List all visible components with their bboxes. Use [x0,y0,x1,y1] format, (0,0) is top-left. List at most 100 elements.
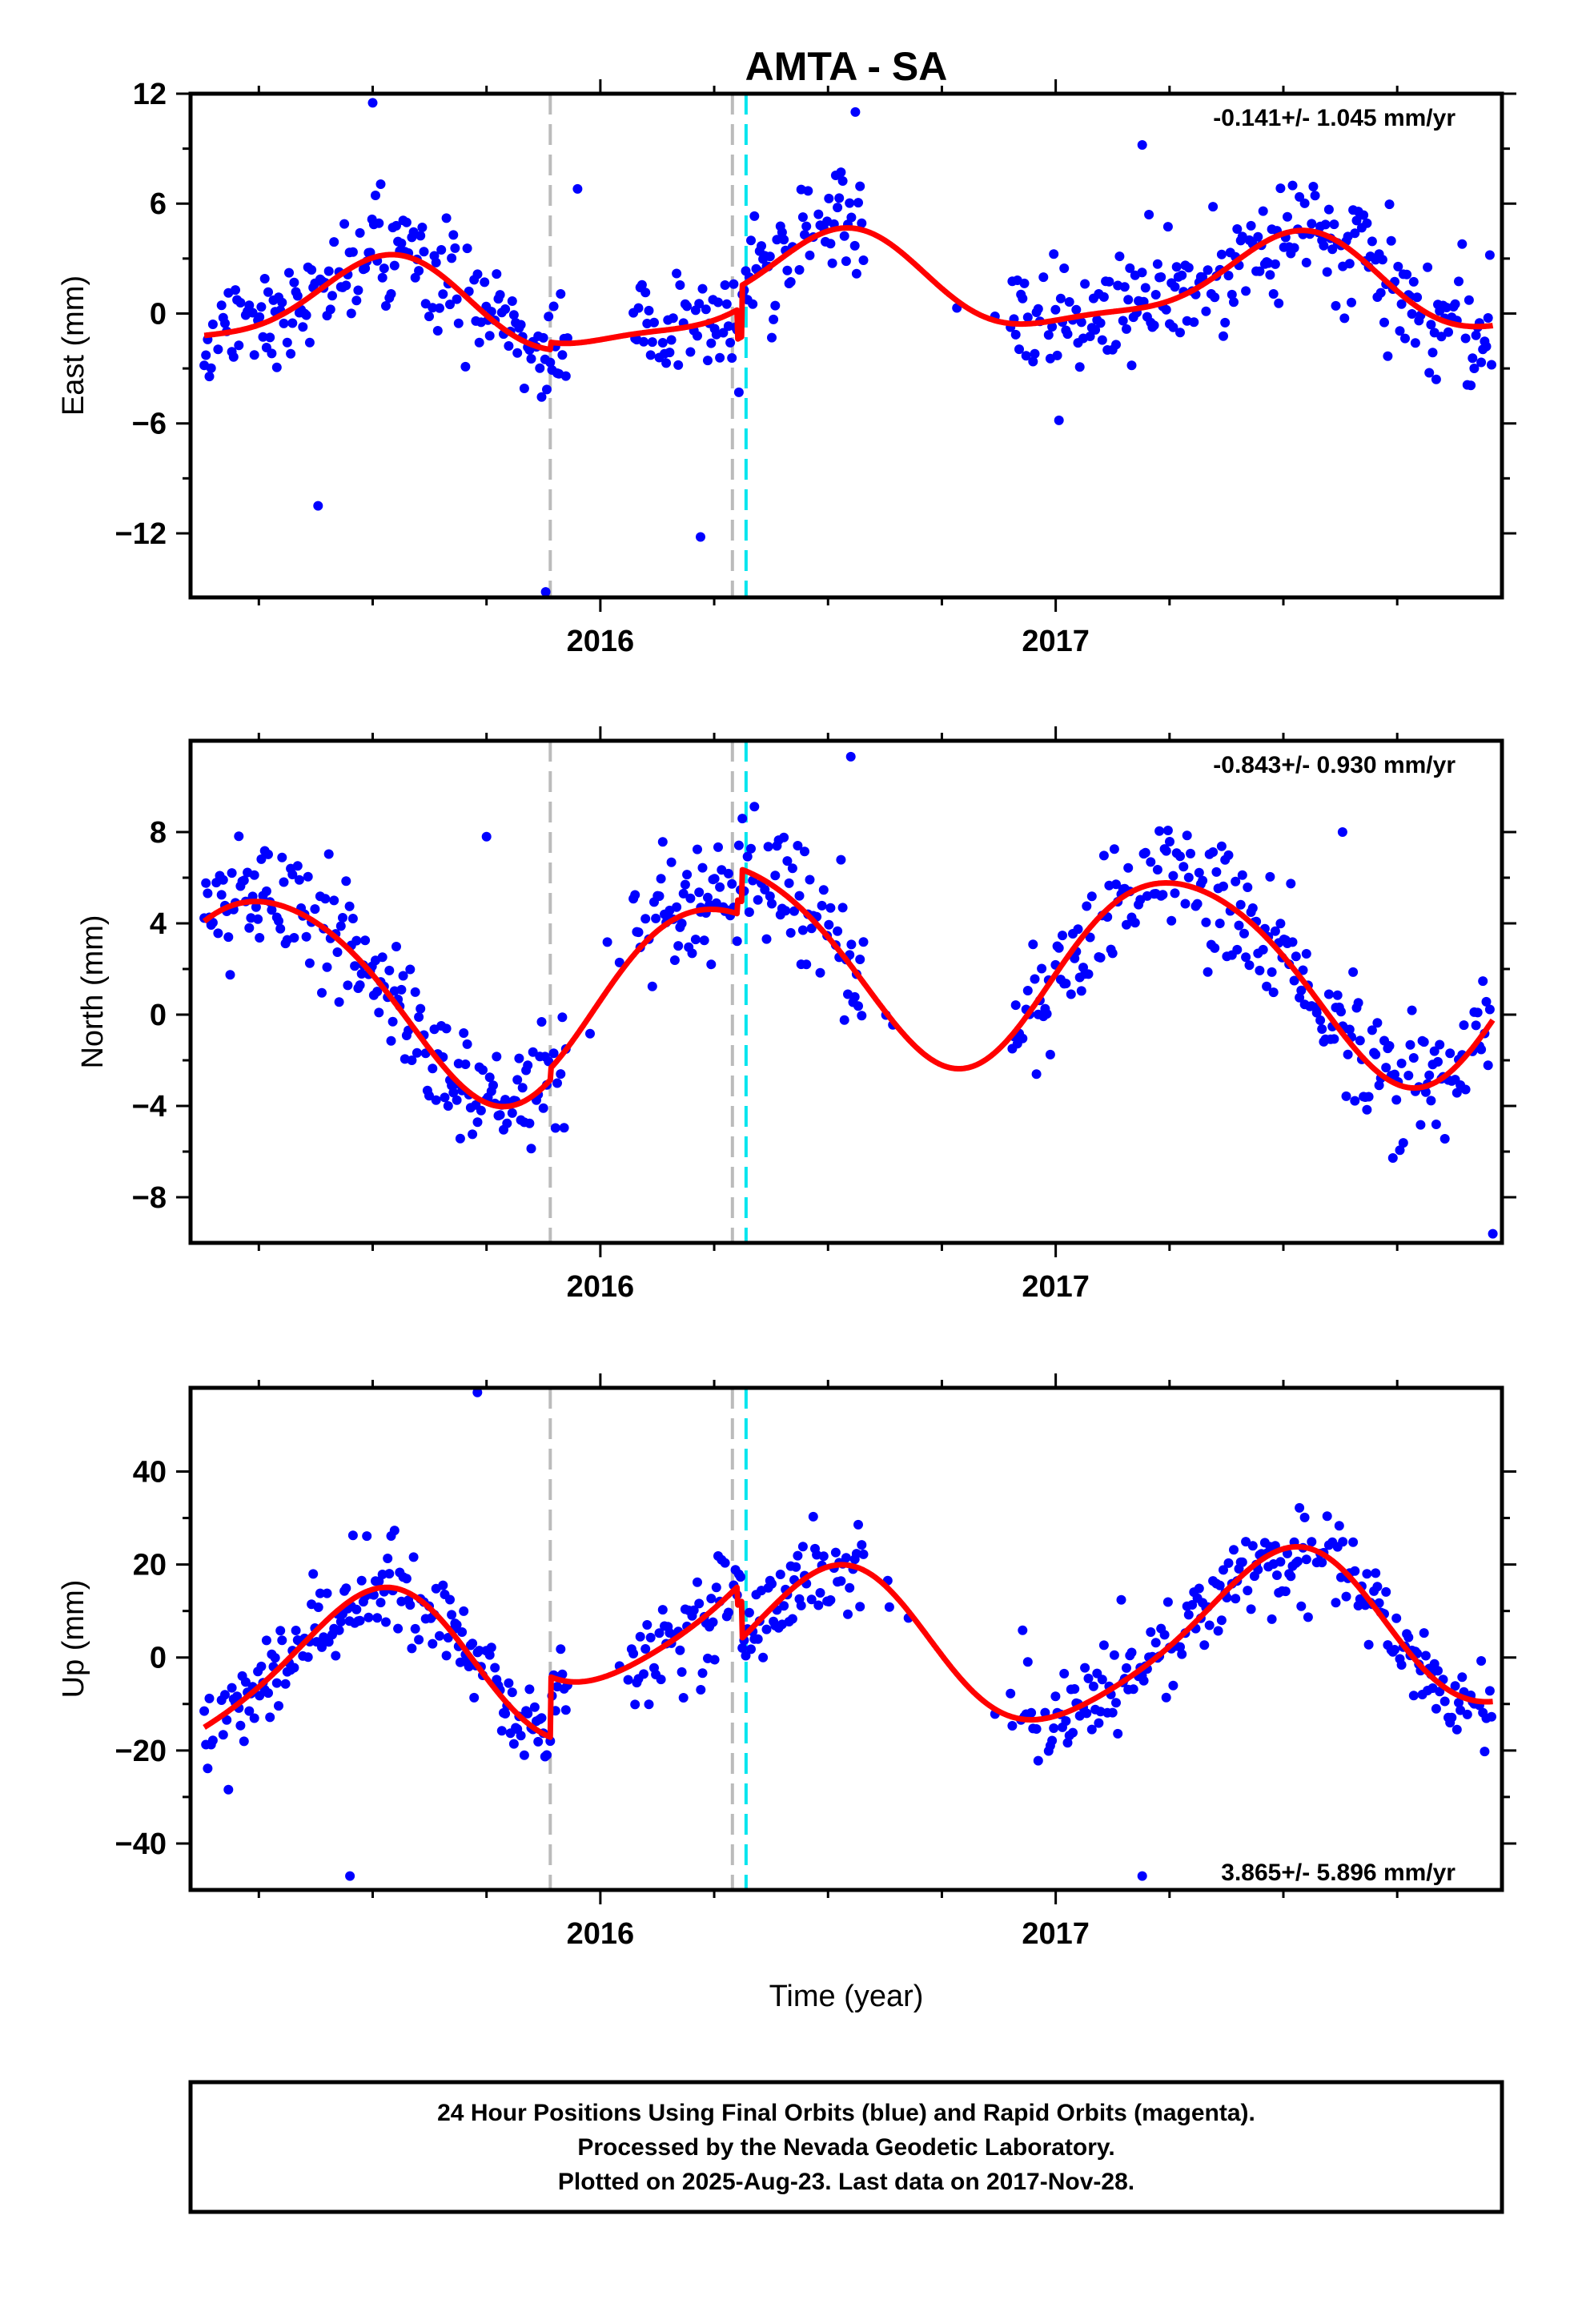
data-point [1384,1041,1395,1051]
data-point [697,862,708,873]
data-point [1235,899,1246,910]
data-point [1073,924,1083,935]
data-point [1319,240,1329,251]
data-point [746,843,756,854]
data-point [355,227,365,238]
data-point [1208,847,1219,857]
data-points-east [199,98,1496,597]
data-point [523,1708,533,1719]
data-point [1140,847,1150,858]
data-point [1049,249,1059,259]
data-point [468,1129,478,1140]
data-point [350,961,360,971]
data-point [529,1702,540,1712]
data-point [277,852,287,862]
data-point [1107,948,1118,959]
data-point [839,231,849,241]
data-point [502,1118,512,1128]
data-point [699,935,709,946]
y-axis-label: North (mm) [76,915,110,1068]
data-point [1331,1598,1341,1608]
data-point [770,870,781,881]
data-point [428,1063,438,1074]
data-point [1210,943,1220,953]
data-point [1161,1692,1171,1703]
data-point [1114,251,1125,262]
data-point [1050,1691,1061,1702]
data-point [339,219,350,229]
data-point [398,971,408,981]
data-point [1481,996,1492,1007]
data-point [216,300,227,311]
data-point [1353,998,1363,1008]
data-point [748,299,758,309]
data-point [791,1562,801,1572]
data-point [207,320,218,329]
data-point [1180,899,1191,909]
data-point [696,1685,706,1695]
data-point [1255,965,1265,975]
data-point [500,304,511,314]
data-point [263,1688,273,1699]
data-point [1275,183,1286,194]
data-point [1374,1598,1384,1608]
data-point [338,913,347,923]
data-point [1130,918,1140,928]
data-point [507,296,517,306]
data-point [1026,1707,1037,1718]
data-point [1175,851,1185,862]
data-point [1371,1049,1381,1059]
data-point [1419,1628,1429,1638]
data-point [1350,228,1360,239]
data-point [317,987,327,998]
data-point [303,871,313,882]
data-point [1426,320,1436,330]
data-point [1303,1612,1313,1622]
data-point [1484,250,1495,260]
data-point [341,1583,351,1594]
data-point [1187,1600,1198,1610]
data-point [362,1531,372,1542]
data-point [396,238,407,248]
data-point [767,1578,777,1589]
data-point [407,1055,417,1065]
data-point [855,181,865,191]
data-point [393,1623,404,1634]
data-point [744,1607,754,1618]
data-point [234,340,244,351]
data-point [474,1646,484,1656]
rate-annotation: -0.843+/- 0.930 mm/yr [1213,752,1456,778]
data-point [372,987,383,997]
data-point [1331,300,1341,311]
data-point [693,331,702,341]
data-point [512,1075,523,1085]
data-point [1170,282,1180,292]
data-point [1439,1134,1450,1144]
x-tick-label: 2016 [567,1270,635,1304]
data-point [484,331,495,341]
data-point [507,1687,517,1698]
data-point [855,955,865,964]
data-point [784,878,794,888]
data-point [478,1065,488,1076]
data-point [1054,943,1064,953]
data-point [240,1677,251,1687]
data-point [1405,1039,1415,1050]
data-point [265,1712,275,1723]
data-point [428,1638,438,1649]
data-point [1423,262,1433,272]
data-point [267,348,277,359]
data-point [1424,1070,1435,1080]
data-point [488,1080,498,1091]
data-point [1066,989,1076,999]
panel-up: 2016 2017 −40 −20 0 20 40 Up (mm) 3.865+/- 5.896… [57,1373,1516,1951]
y-tick-label: 6 [150,187,167,221]
data-point [1355,1035,1365,1046]
data-point [1040,1707,1050,1718]
data-point [1384,199,1395,210]
data-point [464,1662,474,1671]
data-point [544,312,554,322]
data-point [1307,1537,1317,1547]
data-point [428,303,438,313]
data-point [720,1558,730,1568]
